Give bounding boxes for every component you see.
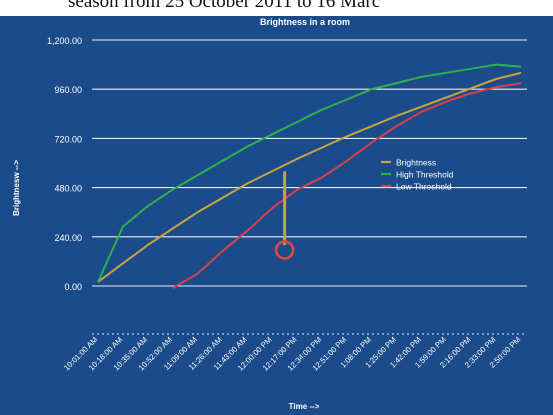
legend-label: Low Threshold [396,182,452,192]
annotation-circle [274,240,295,260]
y-tick-label: 240.00 [54,233,82,243]
y-tick-label: 0.00 [64,282,82,292]
series-lines [97,63,522,289]
low-threshold-line [172,82,522,289]
x-axis-label: Time --> [289,402,320,411]
legend-label: Brightness [396,158,436,168]
y-tick-label: 960.00 [54,85,82,95]
brightness-line [97,71,522,283]
chart-title: Brightness in a room [260,17,350,27]
caption-text: season from 25 October 2011 to 16 Marc [68,0,381,12]
high-threshold-line [97,63,522,283]
legend-label: High Threshold [396,170,454,180]
y-tick-label: 1,200.00 [47,36,82,46]
gridlines [92,39,527,335]
y-axis-label: Brightnesw --> [12,160,21,216]
legend: Brightness High Threshold Low Threshold [381,158,454,192]
annotation [274,171,295,260]
top-caption: season from 25 October 2011 to 16 Marc [0,0,553,16]
y-tick-label: 480.00 [54,184,82,194]
y-axis-ticks: 1,200.00 960.00 720.00 480.00 240.00 0.00 [47,36,82,292]
y-tick-label: 720.00 [54,134,82,144]
